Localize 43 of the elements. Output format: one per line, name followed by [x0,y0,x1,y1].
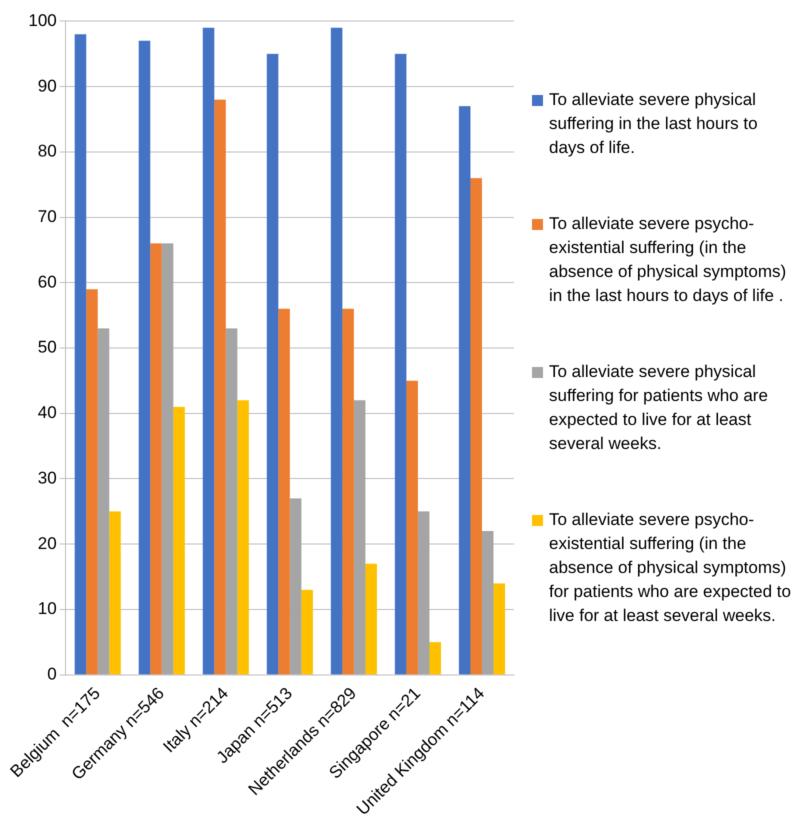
bar [458,106,470,674]
y-tick-label: 60 [38,272,57,292]
bar [406,380,418,674]
legend-label: To alleviate severe psycho-existential suffering (in the absence of physical symptoms) in the last hours to days of life . [549,213,788,307]
legend-label: To alleviate severe physical suffering in the last hours to days of life. [549,89,759,159]
bar [162,243,174,674]
bar [330,28,342,674]
legend-label: To alleviate severe psycho-existential suffering (in the absence of physical symptoms) for patients who are expected to live for at least several weeks. [549,509,792,627]
bar [138,40,150,674]
y-tick-label: 100 [28,10,57,30]
y-tick-label: 90 [38,76,57,96]
bar [109,511,121,674]
bar [150,243,162,674]
bar [429,642,441,674]
legend-label: To alleviate severe physical suffering for patients who are expected to live for at least several weeks. [549,361,769,455]
bar [290,498,302,674]
bar [173,406,185,674]
bar [237,400,249,674]
y-tick-label: 30 [38,468,57,488]
bar [494,583,506,674]
y-tick-label: 0 [47,664,57,684]
bar [394,54,406,674]
bar [278,308,290,674]
bar [226,328,238,674]
y-tick-label: 70 [38,206,57,226]
bar [202,28,214,674]
y-tick-label: 10 [38,599,57,618]
bar [482,531,494,674]
bar [342,308,354,674]
y-tick-label: 40 [38,403,57,422]
bar [365,564,377,674]
bar [301,590,313,674]
bar [214,100,226,674]
y-tick-label: 50 [38,338,57,357]
bar [266,54,278,674]
bar [470,178,482,674]
bar [74,34,86,674]
bar [86,289,98,674]
y-tick-label: 80 [38,142,57,161]
y-tick-label: 20 [38,534,57,553]
bar [418,511,430,674]
bar [98,328,110,674]
bar [354,400,366,674]
